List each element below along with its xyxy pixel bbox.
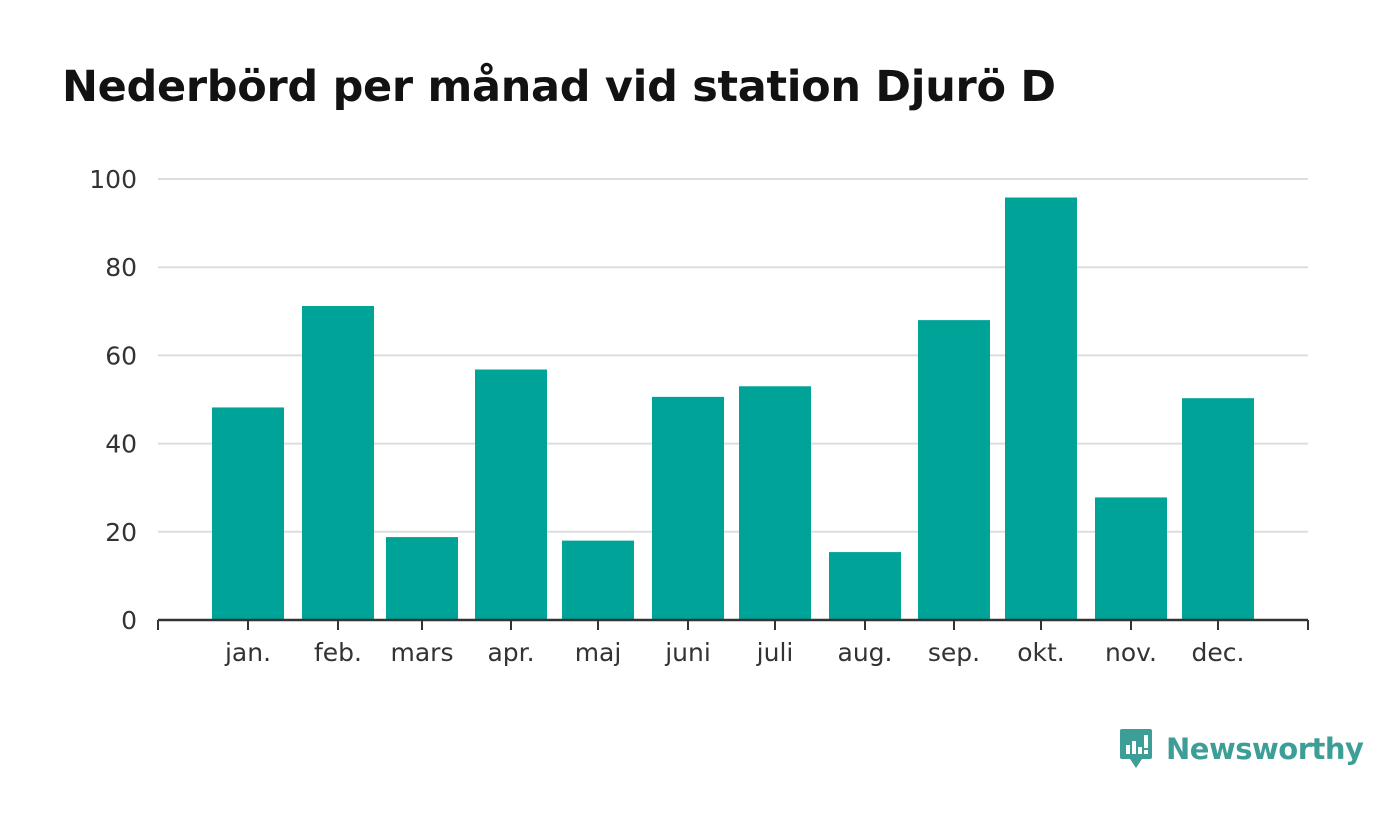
bar-feb[interactable] (302, 306, 374, 620)
y-tick-label: 40 (105, 430, 137, 459)
newsworthy-logo-text: Newsworthy (1166, 732, 1364, 766)
x-tick-label: aug. (838, 638, 893, 667)
x-tick-label: dec. (1192, 638, 1245, 667)
y-tick-labels: 0 20 40 60 80 100 (89, 165, 137, 635)
bar-juli[interactable] (739, 386, 811, 620)
x-tick-label: feb. (314, 638, 362, 667)
bar-aug[interactable] (829, 552, 901, 620)
x-tick-label: maj (575, 638, 622, 667)
bar-nov[interactable] (1095, 497, 1167, 620)
newsworthy-logo[interactable]: Newsworthy (1118, 727, 1364, 771)
x-tick-labels: jan. feb. mars apr. maj juni juli aug. sep. okt. n… (224, 638, 1245, 667)
bar-maj[interactable] (562, 540, 634, 620)
newsworthy-logo-icon (1120, 729, 1152, 768)
chart-title: Nederbörd per månad vid station Djurö D (62, 62, 1056, 112)
x-tick-label: mars (391, 638, 454, 667)
bar-okt[interactable] (1005, 197, 1077, 620)
y-tick-label: 100 (89, 165, 137, 194)
bar-jan[interactable] (212, 407, 284, 620)
x-tick-label: juli (756, 638, 794, 667)
y-tick-label: 20 (105, 518, 137, 547)
bar-dec[interactable] (1182, 398, 1254, 620)
y-tick-label: 80 (105, 253, 137, 282)
y-tick-label: 60 (105, 341, 137, 370)
x-tick-label: okt. (1017, 638, 1065, 667)
x-tick-label: jan. (224, 638, 271, 667)
x-tick-label: sep. (928, 638, 980, 667)
bars (212, 197, 1254, 620)
x-tick-label: apr. (487, 638, 534, 667)
bar-mars[interactable] (386, 537, 458, 620)
bar-apr[interactable] (475, 369, 547, 620)
x-axis (157, 618, 1309, 630)
x-tick-label: juni (664, 638, 711, 667)
x-tick-label: nov. (1105, 638, 1157, 667)
bar-sep[interactable] (918, 320, 990, 620)
bar-juni[interactable] (652, 396, 724, 620)
y-tick-label: 0 (121, 606, 137, 635)
